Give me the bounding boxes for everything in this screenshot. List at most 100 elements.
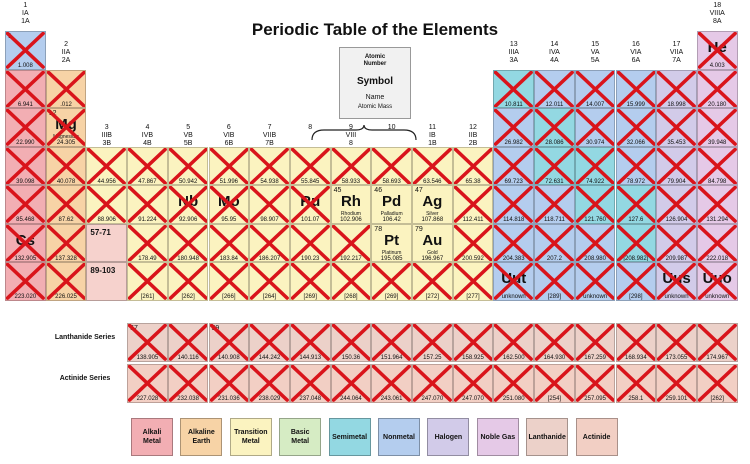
group-header-line: 3A [509, 57, 519, 64]
element-cell: 88.906 [86, 185, 128, 224]
cross-mark-icon [128, 365, 167, 402]
group-header-line: 4 [145, 124, 150, 131]
element-mass: [266] [222, 294, 236, 300]
element-cell: 22.990 [5, 108, 46, 147]
element-mass: 167.259 [584, 355, 606, 361]
element-cell: 72.631 [534, 146, 575, 185]
element-mass: 22.990 [16, 140, 35, 146]
element-mass: 186.207 [258, 255, 281, 262]
cross-mark-icon [576, 148, 615, 185]
element-cell: 186.207 [249, 223, 290, 262]
cross-mark-icon [291, 263, 330, 300]
element-mass: 204.383 [502, 255, 525, 262]
element-mass: [261] [140, 294, 155, 300]
element-cell: 20.180 [696, 69, 738, 108]
element-mass: 95.95 [221, 217, 237, 223]
element-mass: 237.048 [299, 396, 322, 402]
element-mass: 137.328 [55, 255, 77, 262]
element-cell: 127.6 [615, 185, 657, 224]
element-cell: [254] [534, 364, 575, 403]
element-mass: 69.723 [504, 178, 523, 185]
cross-mark-icon [535, 186, 574, 223]
element-mass: 140.908 [217, 355, 240, 361]
legend-label: Halogen [434, 433, 463, 441]
element-cell: 247.070 [412, 364, 453, 403]
element-mass: 50.942 [178, 178, 198, 185]
group-header-line: 13 [509, 41, 518, 48]
cross-mark-icon [250, 186, 289, 223]
group-header-line: 3B [102, 140, 112, 147]
element-mass: 78.972 [626, 178, 646, 185]
cross-mark-icon [169, 225, 208, 262]
element-mass: 102.906 [340, 217, 362, 223]
group-header: 11 IB 1B [412, 124, 453, 148]
group-header-line: VB [183, 132, 193, 139]
element-mass: 84.798 [708, 178, 727, 185]
element-mass: 14.007 [585, 101, 605, 108]
element-mass: 151.964 [380, 355, 403, 361]
group-header-line: 11 [428, 124, 436, 131]
cross-mark-icon [372, 263, 411, 300]
element-cell: 26.982 [493, 108, 535, 147]
element-symbol: Pd [382, 193, 402, 210]
group-header-line: VIII [345, 132, 357, 139]
cross-mark-icon [332, 148, 371, 185]
element-cell: 58.933 [330, 146, 372, 185]
cross-mark-icon [657, 186, 696, 223]
group-header-line: 7B [265, 140, 274, 147]
element-cell: 39.098 [5, 146, 46, 185]
element-cell: 12MgMagnesium24.305 [45, 108, 87, 147]
element-mass: [289] [547, 294, 562, 300]
cross-mark-icon [210, 225, 249, 262]
element-cell: 10.811 [493, 69, 535, 108]
cross-mark-icon [494, 148, 533, 185]
element-mass: 190.23 [301, 255, 320, 262]
legend-item: Basic Metal [279, 418, 322, 456]
cross-mark-icon [250, 225, 289, 262]
cross-mark-icon [698, 225, 737, 262]
key-name: Name [365, 94, 385, 101]
element-mass: 227.028 [136, 396, 159, 402]
group-header-line: 10 [387, 124, 396, 131]
element-cell: 247.070 [452, 364, 494, 403]
cross-mark-icon [210, 365, 249, 402]
element-mass: 58.933 [341, 178, 361, 185]
cross-mark-icon [6, 71, 45, 108]
cross-mark-icon [494, 324, 533, 361]
element-cell: [269] [371, 262, 412, 301]
element-mass: 222.018 [706, 255, 729, 262]
group-header-line: VIB [223, 132, 235, 139]
element-mass: [269] [384, 294, 399, 300]
element-cell: 54.938 [249, 146, 290, 185]
cross-mark-icon [332, 263, 371, 300]
element-mass: 231.036 [217, 396, 240, 402]
element-mass: 247.070 [462, 396, 484, 402]
cross-mark-icon [617, 324, 656, 361]
cross-mark-icon [657, 365, 696, 402]
element-cell: 114.818 [493, 185, 535, 224]
element-cell: 59140.908 [208, 323, 250, 362]
element-number: 47 [415, 187, 423, 194]
element-mass: 112.411 [462, 217, 484, 223]
legend-label: Basic Metal [290, 429, 310, 445]
cross-mark-icon [576, 109, 615, 146]
cross-mark-icon [494, 109, 533, 146]
group-header: 12 IIB 2B [453, 124, 494, 148]
key-mass: Atomic Mass [357, 104, 393, 110]
cross-mark-icon [413, 365, 452, 402]
element-mass: [277] [466, 294, 480, 300]
element-cell: 47 Ag Silver 107.868 [412, 185, 453, 224]
element-cell: 232.038 [167, 364, 209, 403]
key-atomic-number: Atomic Number [363, 54, 387, 67]
element-cell: 183.84 [208, 223, 250, 262]
group-header-line: IIA [61, 49, 71, 56]
element-mass: 40.078 [56, 178, 76, 185]
cross-mark-icon [617, 263, 656, 300]
element-mass: [298] [629, 294, 643, 300]
group-header-line: 6B [224, 140, 234, 147]
cross-mark-icon [6, 186, 45, 223]
element-mass: [268] [344, 294, 358, 300]
element-cell: 222.018 [696, 223, 738, 262]
element-mass: 127.6 [628, 217, 644, 223]
cross-mark-icon [291, 324, 330, 361]
